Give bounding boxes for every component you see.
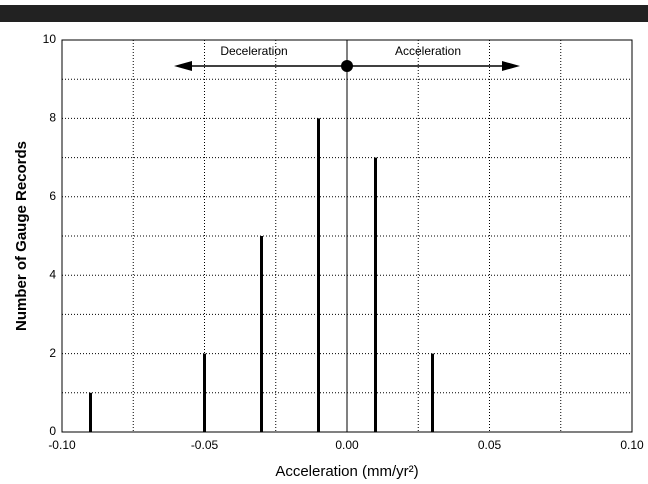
annotation: Deceleration	[220, 44, 287, 58]
y-axis-label: Number of Gauge Records	[13, 141, 30, 331]
annotation: Acceleration	[395, 44, 461, 58]
x-tick-label: 0.00	[335, 438, 359, 452]
y-tick-label: 6	[49, 189, 56, 203]
header-bar	[0, 5, 648, 22]
arrow-head	[174, 61, 192, 71]
origin-marker	[341, 60, 353, 72]
y-tick-label: 10	[43, 32, 57, 46]
y-tick-label: 2	[49, 346, 56, 360]
x-tick-label: -0.05	[191, 438, 219, 452]
x-axis-label: Acceleration (mm/yr²)	[275, 463, 418, 480]
y-tick-label: 0	[49, 424, 56, 438]
x-tick-label: -0.10	[48, 438, 76, 452]
y-tick-label: 4	[49, 267, 56, 281]
x-tick-label: 0.10	[620, 438, 644, 452]
arrow-head	[502, 61, 520, 71]
y-tick-label: 8	[49, 111, 56, 125]
x-tick-label: 0.05	[478, 438, 502, 452]
